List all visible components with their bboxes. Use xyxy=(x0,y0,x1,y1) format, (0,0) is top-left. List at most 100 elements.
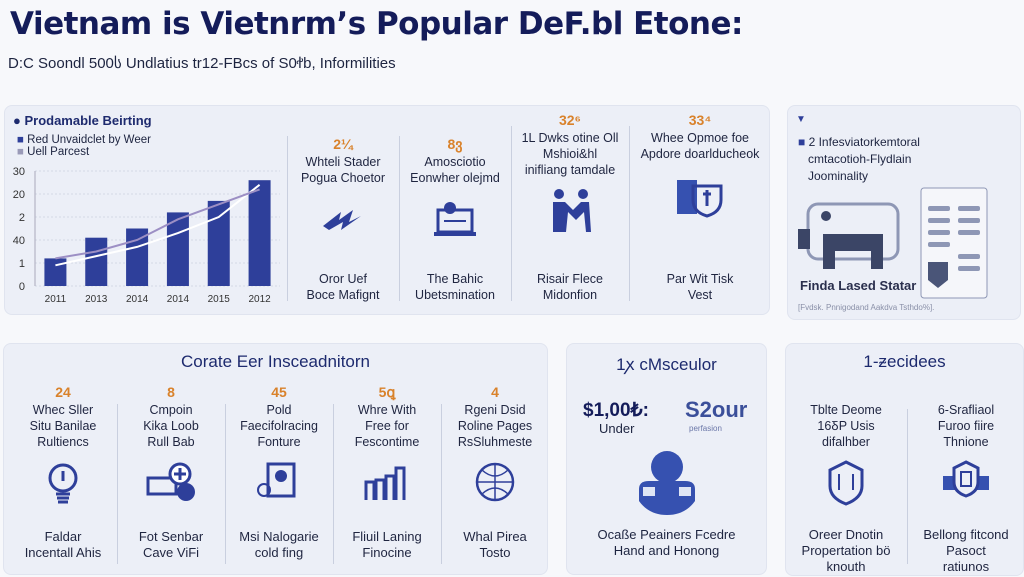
text-line: Rultiencs xyxy=(37,435,89,449)
user-icon xyxy=(639,451,695,515)
feature-item: 8 Cmpoin Kika Loob Rull Bab Fot Senbar Cave… xyxy=(117,384,225,569)
x-tick-label: 2014 xyxy=(167,294,190,305)
feature-item: 4 Rgeni Dsid Roline Pages RsSluhmeste Whal… xyxy=(441,384,549,569)
amount-value: $1,00₺: xyxy=(583,400,649,421)
text-line: Par Wit Tisk xyxy=(666,272,734,286)
text-line: Rull Bab xyxy=(147,435,195,449)
text-line: Oror Uef xyxy=(319,272,367,286)
caption-line: Hand and Honong xyxy=(613,543,720,558)
series-line xyxy=(55,184,261,267)
stat-caption: Oror Uef Boce Mafignt xyxy=(287,271,399,303)
text-line: Furoo fiire xyxy=(937,419,995,433)
feature-item: 24 Whec Sller Situ Banilae Rultiencs Falda… xyxy=(9,384,117,569)
y-tick-label: 20 xyxy=(13,189,25,201)
text-line: Whre With xyxy=(357,403,417,417)
chart-title-text: Prodamable Beirting xyxy=(24,113,152,128)
text-line: Ubetsmination xyxy=(415,288,495,302)
text-line: Situ Banilae xyxy=(29,419,97,433)
text-line: Msi Nalogarie xyxy=(239,529,319,544)
shield-server-icon xyxy=(677,180,723,218)
stat-item: 2¼ Whteli Stader Pogua Choetor Oror Uef Bo… xyxy=(287,136,399,311)
caption-line: Ocaße Peainers Fcedre xyxy=(597,527,736,542)
text-line: knouth xyxy=(826,559,866,574)
text-line: Pasoct xyxy=(946,543,986,558)
text-line: Whec Sller xyxy=(32,403,94,417)
stat-item: 8ვ Amosciotio Eonwher olejmd The Bahic Ube… xyxy=(399,136,511,311)
text-line: Tblte Deome xyxy=(810,403,882,417)
text-line: Vest xyxy=(687,288,713,302)
side-panel: ▼ ■ 2 Infesviatorkemtoral cmtacotioh-Fly… xyxy=(787,105,1021,320)
x-tick-label: 2013 xyxy=(85,294,108,305)
text-line: ratiunos xyxy=(942,559,990,574)
bar xyxy=(248,180,271,286)
brand-logo: S2our xyxy=(685,397,748,422)
globe-icon xyxy=(475,462,515,502)
text-line: Free for xyxy=(365,419,409,433)
text-line: 6-Srafliaol xyxy=(937,403,995,417)
text-line: Cave ViFi xyxy=(142,545,200,560)
side-text-line: 2 Infesviatorkemtoral xyxy=(808,135,920,149)
divider xyxy=(287,136,288,301)
text-line: Oreer Dnotin xyxy=(808,527,884,542)
bar-graph-icon xyxy=(364,466,406,500)
bullet-icon: ▼ xyxy=(796,114,806,125)
bar xyxy=(126,228,149,286)
series-line xyxy=(55,188,260,260)
text-line: Fot Senbar xyxy=(138,529,204,544)
lightning-arrow-icon xyxy=(323,210,361,230)
y-tick-label: 2 xyxy=(19,212,25,224)
mid-caption: Ocaße Peainers Fcedre Hand and Honong xyxy=(567,527,766,559)
y-tick-label: 40 xyxy=(13,235,25,247)
bottom-main-panel: Corate Eer Insceadnitorn 24 Whec Sller Si… xyxy=(3,343,548,575)
page-subtitle: D:C Soondl 500ს Undlatius tr12-FBcs of S… xyxy=(8,55,396,72)
text-line: 1L Dwks otine Oll xyxy=(521,131,619,145)
text-line: Whal Pirea xyxy=(463,529,527,544)
text-line: Pogua Choetor xyxy=(300,171,386,185)
divider xyxy=(907,409,908,564)
feature-caption: Msi Nalogarie cold fing xyxy=(225,529,333,561)
divider xyxy=(511,126,512,301)
device-gear-icon xyxy=(257,462,296,498)
stat-caption: Risair Flece Midonfion xyxy=(511,271,629,303)
text-line: Propertation bö xyxy=(801,543,891,558)
text-line: cold fing xyxy=(254,545,304,560)
checklist-panel-icon xyxy=(920,187,988,299)
legend-item-line: ■ Uell Parcest xyxy=(17,146,90,158)
text-line: Finocine xyxy=(362,545,412,560)
text-line: Pold xyxy=(266,403,292,417)
text-line: Boce Mafignt xyxy=(306,288,380,302)
text-line: Whee Opmoe foe xyxy=(651,131,749,145)
legend: ■ Red Unvaidclet by Weer ■ Uell Parcest xyxy=(17,134,151,158)
text-line: RsSluhmeste xyxy=(457,435,533,449)
text-line: inifliang tamdale xyxy=(524,163,616,177)
section-title: 1ꭗ cMsceulor xyxy=(616,355,717,374)
top-stats-panel: ● Prodamable Beirting ■ Red Unvaidclet b… xyxy=(4,105,770,315)
bottom-mid-panel: 1ꭗ cMsceulor $1,00₺: Under S2our perfasi… xyxy=(566,343,767,575)
amount-label: Under xyxy=(599,421,635,436)
feature-number: 4 xyxy=(491,384,499,400)
text-line: Midonfion xyxy=(542,288,598,302)
legend-label: Uell Parcest xyxy=(27,146,90,158)
text-line: Faecifolracing xyxy=(240,419,318,433)
text-line: Fescontime xyxy=(354,435,420,449)
bar xyxy=(44,258,67,286)
shield-icon xyxy=(828,460,864,506)
feature-item: 5ꝗ Whre With Free for Fescontime Fliuil La… xyxy=(333,384,441,569)
section-title: Corate Eer Insceadnitorn xyxy=(181,352,370,371)
stat-caption: The Bahic Ubetsmination xyxy=(399,271,511,303)
chart-title: ● Prodamable Beirting xyxy=(13,113,152,128)
stat-number: 33⁴ xyxy=(688,112,712,128)
brand-logo-sub: perfasion xyxy=(689,424,722,433)
stat-caption: Par Wit Tisk Vest xyxy=(629,271,771,303)
computer-plus-icon xyxy=(146,462,195,501)
x-tick-label: 2012 xyxy=(248,294,271,305)
legend-item-bar: ■ Red Unvaidclet by Weer xyxy=(17,134,151,146)
x-tick-label: 2011 xyxy=(45,294,67,305)
text-line: Bellong fitcond xyxy=(923,527,1009,542)
stat-item: 33⁴ Whee Opmoe foe Apdore doarlducheok Pa… xyxy=(629,112,771,311)
stat-number: 8ვ xyxy=(447,136,463,152)
divider xyxy=(225,404,226,564)
y-tick-label: 1 xyxy=(19,258,25,270)
side-text: ■ 2 Infesviatorkemtoral cmtacotioh-Flydl… xyxy=(798,135,920,183)
feature-caption: Whal Pirea Tosto xyxy=(441,529,549,561)
